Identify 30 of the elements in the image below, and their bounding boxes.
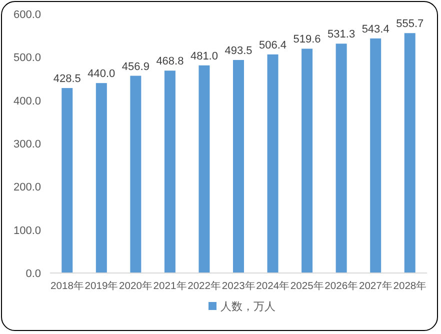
- x-tick-label: 2023年: [222, 280, 256, 292]
- y-tick-label: 400.0: [13, 95, 41, 108]
- x-tick-label: 2025年: [290, 280, 324, 292]
- x-tick-label: 2019年: [84, 280, 118, 292]
- x-tick-label: 2027年: [358, 280, 392, 292]
- data-label: 440.0: [88, 68, 116, 80]
- data-label: 428.5: [53, 73, 81, 86]
- data-label: 468.8: [156, 56, 184, 68]
- data-label: 519.6: [293, 34, 321, 46]
- data-label: 493.5: [224, 44, 252, 57]
- legend-label: 人数，万人: [220, 301, 276, 313]
- y-tick-label: 200.0: [13, 182, 41, 194]
- y-tick-label: 0.0: [26, 268, 41, 280]
- x-tick-label: 2024年: [256, 280, 290, 292]
- x-tick-label: 2022年: [188, 280, 221, 292]
- data-label: 456.9: [122, 60, 150, 73]
- x-tick-label: 2028年: [393, 280, 426, 292]
- y-tick-label: 600.0: [13, 9, 41, 21]
- y-tick-label: 300.0: [13, 138, 41, 150]
- data-label: 531.3: [328, 28, 356, 41]
- x-tick-label: 2026年: [324, 280, 358, 292]
- data-label: 481.0: [190, 50, 218, 62]
- x-tick-label: 2018年: [50, 280, 84, 292]
- data-label: 543.4: [362, 23, 390, 36]
- data-label: 555.7: [396, 18, 424, 30]
- x-tick-label: 2020年: [119, 280, 152, 292]
- data-label: 506.4: [259, 39, 287, 52]
- y-tick-label: 100.0: [13, 224, 41, 237]
- y-tick-label: 500.0: [13, 52, 41, 64]
- x-tick-label: 2021年: [153, 280, 187, 292]
